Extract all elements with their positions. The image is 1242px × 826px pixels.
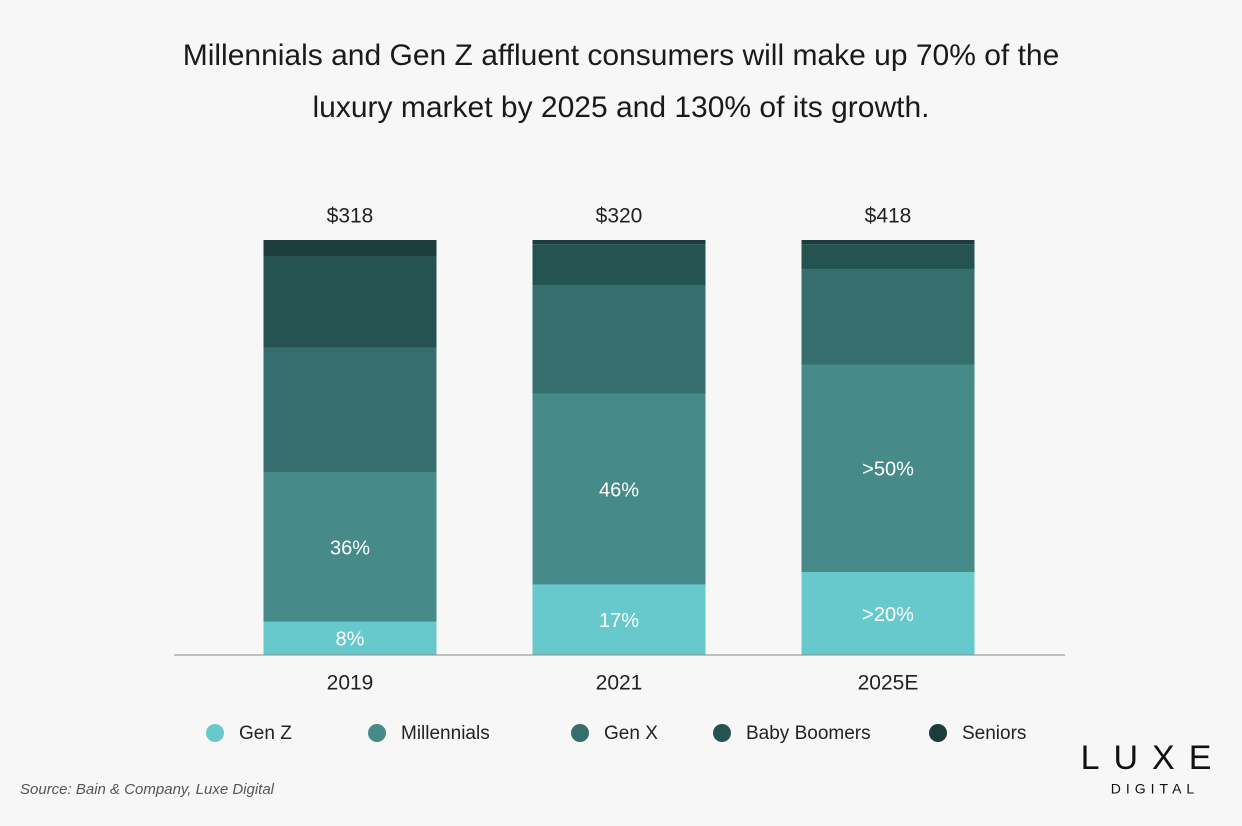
value-label: 17% [599,610,639,632]
legend-label: Gen X [604,723,658,744]
bar-segment [801,572,975,655]
bar-segment [532,285,706,394]
x-tick-label: 2019 [327,672,374,695]
bar-segment [263,347,437,473]
bar-segment [263,240,437,257]
bar-segment [532,393,706,585]
value-label: 8% [336,629,365,651]
bar-segment [801,244,975,270]
chart-title: Millennials and Gen Z affluent consumers… [182,39,1060,124]
total-label: $418 [865,205,912,228]
bar-segment [801,269,975,365]
total-label: $320 [596,205,643,228]
value-label: >50% [862,459,914,481]
bar-segment [263,256,437,348]
legend-label: Seniors [962,723,1026,744]
bar-segment [532,584,706,655]
logo-sub: DIGITAL [1111,781,1199,797]
total-label: $318 [327,205,374,228]
legend-marker [929,724,947,742]
bar-segment [263,472,437,622]
value-label: 46% [599,479,639,501]
legend-marker [368,724,386,742]
source: Source: Bain & Company, Luxe Digital [20,781,275,798]
legend-marker [571,724,589,742]
bar-segment [801,240,975,245]
legend-label: Gen Z [239,723,292,744]
bar-segment [532,240,706,245]
legend-marker [206,724,224,742]
bar-segment [532,244,706,286]
x-tick-label: 2021 [596,672,643,695]
legend-label: Millennials [401,723,490,744]
value-label: >20% [862,604,914,626]
bar-segment [801,364,975,572]
bar-segment [263,621,437,655]
logo: LUXE [1081,739,1226,777]
legend-label: Baby Boomers [746,723,871,744]
x-tick-label: 2025E [858,672,919,695]
legend-marker [713,724,731,742]
value-label: 36% [330,537,370,559]
